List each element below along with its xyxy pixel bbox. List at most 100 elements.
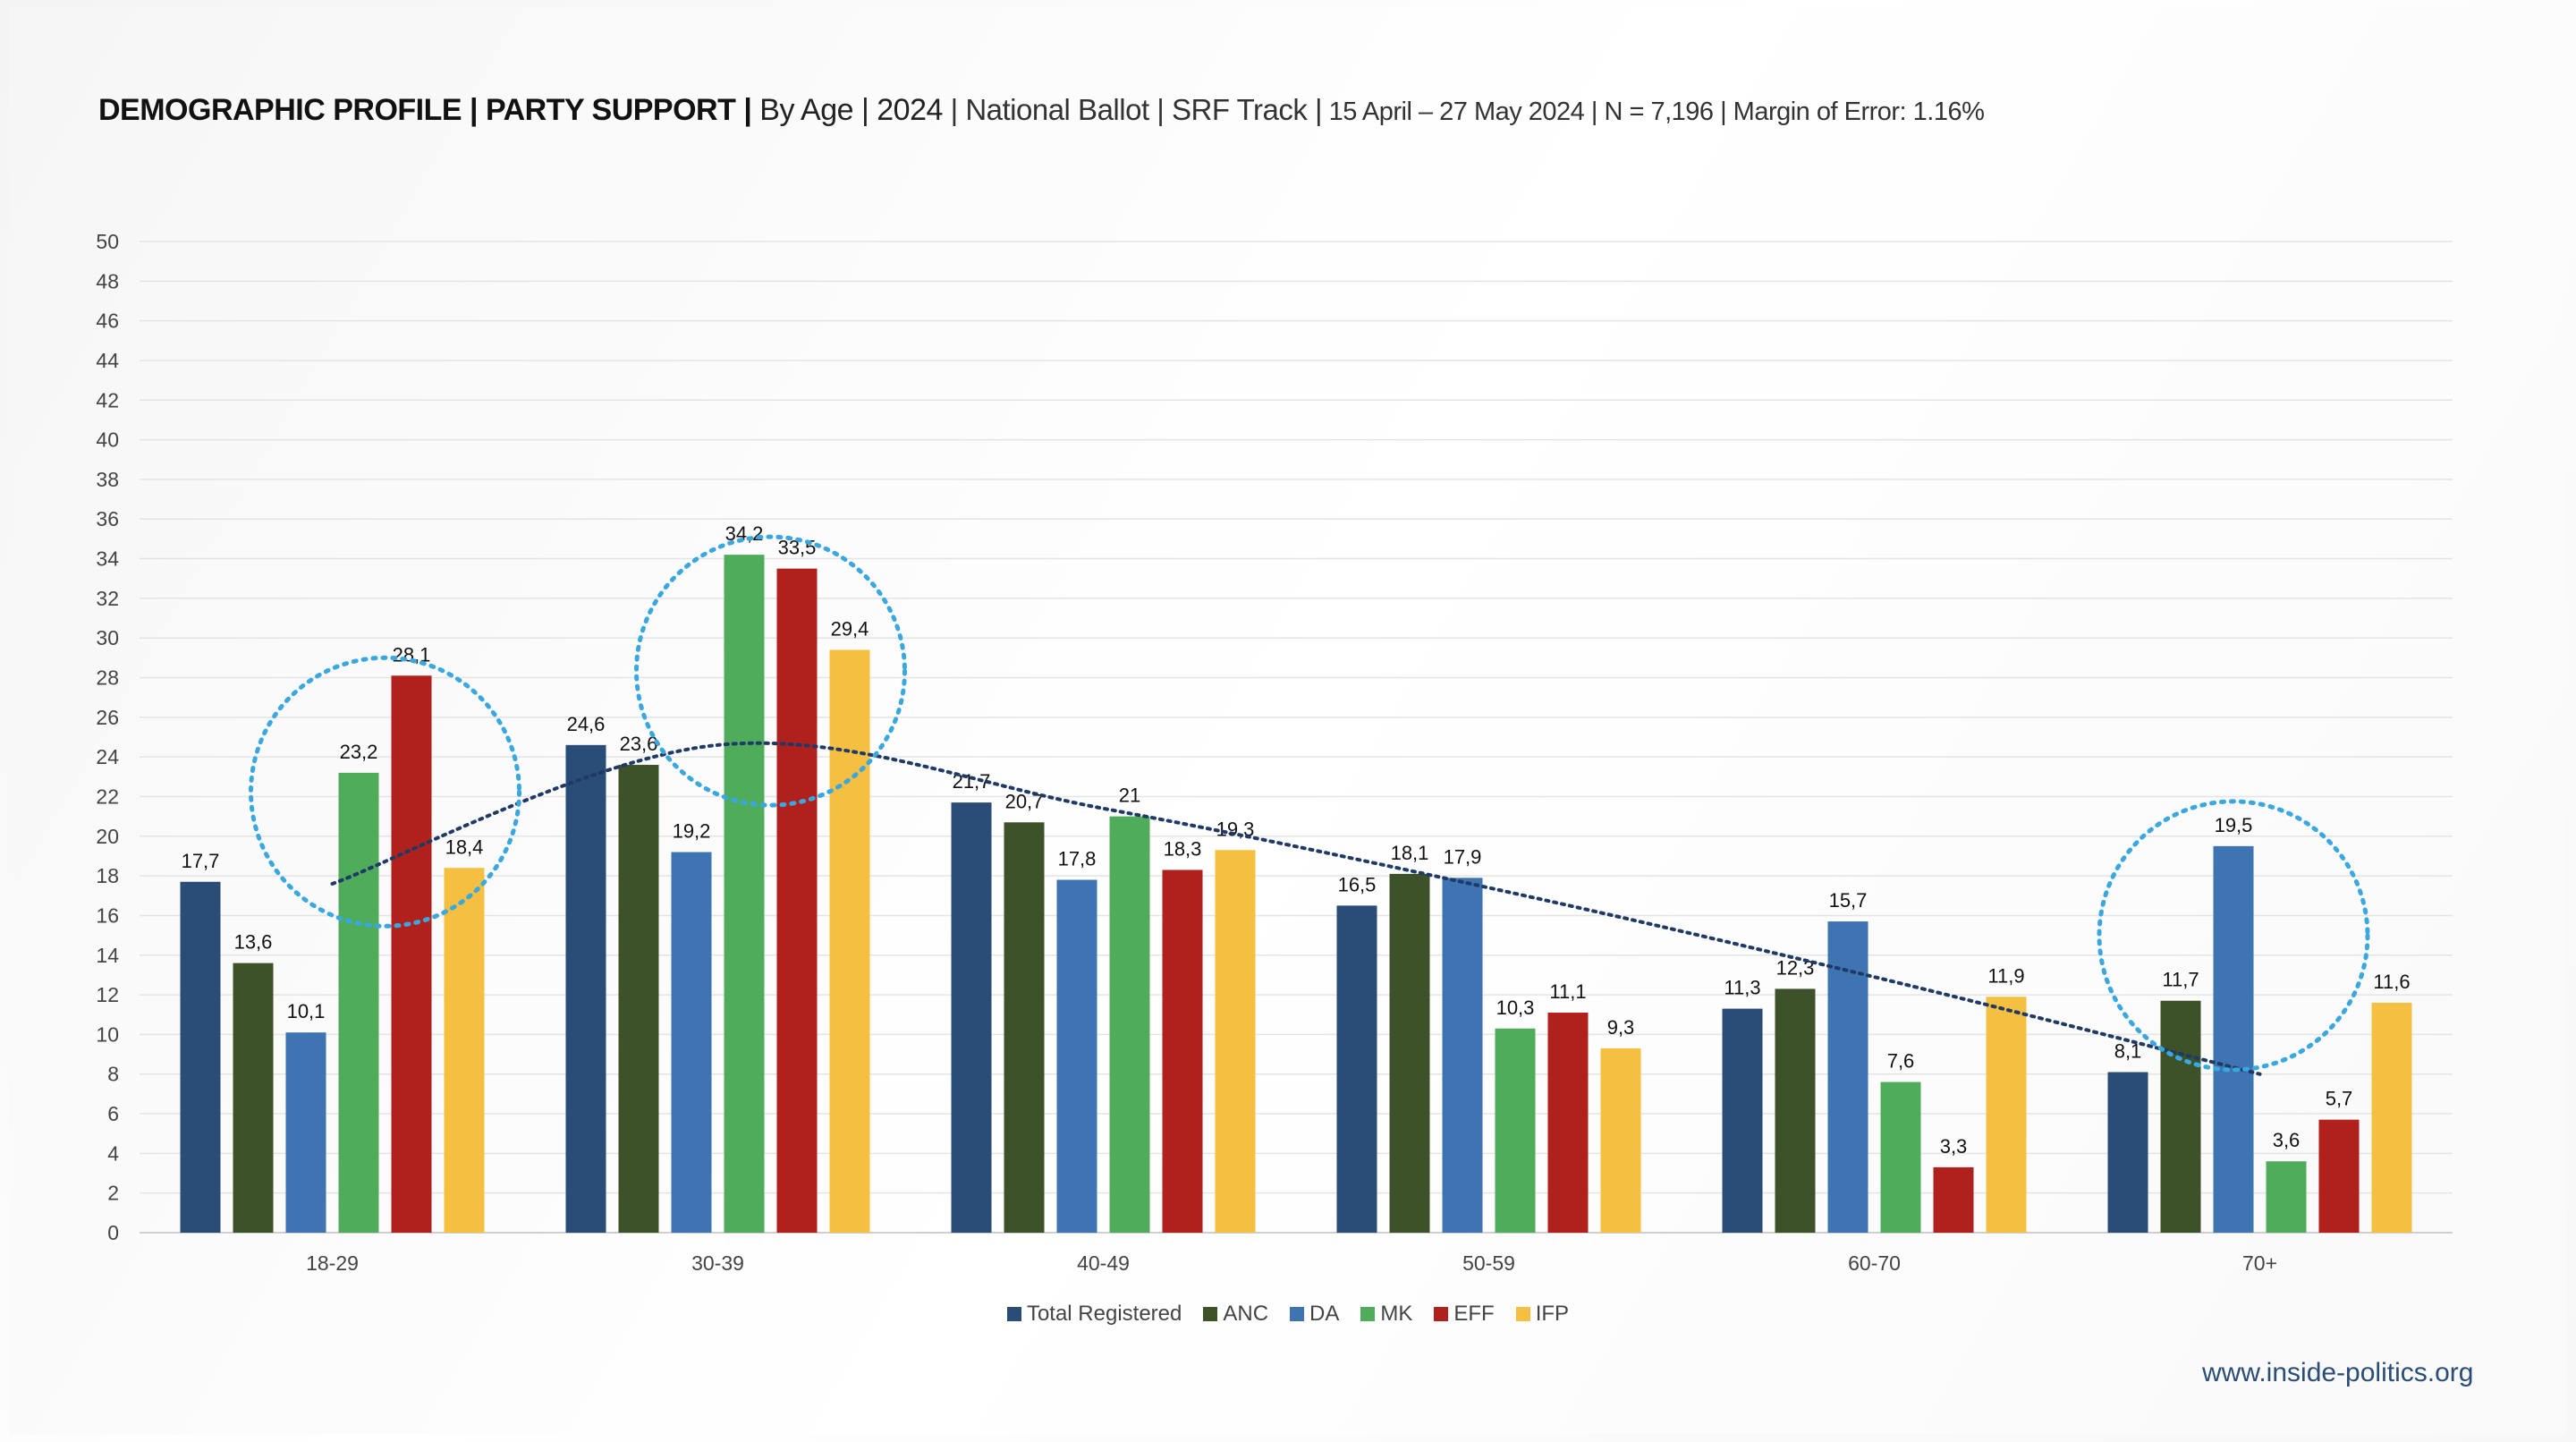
highlight-circles xyxy=(249,534,2370,1073)
y-tick-label: 6 xyxy=(107,1102,119,1125)
trendline-path xyxy=(330,741,2262,1076)
bar-anc xyxy=(2160,1000,2201,1233)
bar-anc xyxy=(233,963,274,1233)
y-tick-label: 12 xyxy=(96,983,119,1006)
data-label: 13,6 xyxy=(234,931,273,954)
y-tick-label: 22 xyxy=(96,785,119,808)
source-url[interactable]: www.inside-politics.org xyxy=(2202,1358,2474,1387)
x-tick-label: 60-70 xyxy=(1848,1251,1901,1275)
data-label: 11,3 xyxy=(1724,977,1760,999)
bar-total-registered xyxy=(1336,905,1377,1233)
data-label: 11,1 xyxy=(1549,980,1586,1003)
x-axis-ticks: 18-29 30-39 40-49 50-59 60-70 70+ xyxy=(306,1251,2277,1275)
bar-mk xyxy=(2266,1161,2307,1233)
y-tick-label: 26 xyxy=(96,706,119,729)
x-tick-label: 40-49 xyxy=(1077,1251,1130,1275)
data-label: 21 xyxy=(1119,785,1140,807)
legend-item: EFF xyxy=(1434,1302,1495,1327)
bars xyxy=(180,555,2412,1233)
legend-item: DA xyxy=(1290,1302,1339,1327)
data-label: 17,8 xyxy=(1058,848,1097,870)
legend-label: EFF xyxy=(1453,1302,1495,1326)
data-label: 11,9 xyxy=(1987,964,2024,987)
chart-title: DEMOGRAPHIC PROFILE | PARTY SUPPORT | By… xyxy=(98,93,1985,128)
data-label: 15,7 xyxy=(1829,889,1868,912)
bar-anc xyxy=(1775,988,1816,1233)
legend-item: Total Registered xyxy=(1006,1302,1182,1327)
data-label: 19,5 xyxy=(2215,814,2253,836)
y-tick-label: 2 xyxy=(107,1182,119,1205)
data-label: 18,3 xyxy=(1164,837,1202,860)
data-label: 5,7 xyxy=(2326,1088,2353,1110)
data-label: 3,3 xyxy=(1940,1135,1968,1158)
bar-da xyxy=(285,1032,326,1233)
bar-ifp xyxy=(1986,997,2027,1233)
title-medium: By Age | 2024 xyxy=(751,93,943,127)
bar-mk xyxy=(338,772,379,1233)
bar-total-registered xyxy=(2107,1072,2148,1233)
y-tick-label: 34 xyxy=(96,547,119,571)
bar-anc xyxy=(1389,873,1430,1233)
y-tick-label: 32 xyxy=(96,587,119,610)
y-tick-label: 38 xyxy=(96,468,119,491)
bar-da xyxy=(1827,921,1868,1233)
bar-ifp xyxy=(444,868,485,1233)
legend-label: ANC xyxy=(1223,1302,1269,1326)
data-label: 3,6 xyxy=(2273,1129,2301,1151)
legend-swatch xyxy=(1290,1307,1305,1321)
y-tick-label: 14 xyxy=(96,944,119,967)
y-tick-label: 36 xyxy=(96,507,119,530)
bar-total-registered xyxy=(1722,1008,1763,1233)
bar-ifp xyxy=(1215,850,1256,1233)
legend-item: MK xyxy=(1360,1302,1412,1327)
y-tick-label: 20 xyxy=(96,825,119,848)
bar-da xyxy=(1056,879,1097,1233)
data-label: 7,6 xyxy=(1887,1050,1915,1073)
bar-anc xyxy=(1004,822,1045,1233)
bar-eff xyxy=(1162,869,1203,1233)
data-label: 9,3 xyxy=(1607,1016,1635,1039)
bar-eff xyxy=(1933,1166,1974,1233)
highlight-circle xyxy=(249,655,521,929)
legend-swatch xyxy=(1434,1307,1449,1321)
bar-total-registered xyxy=(565,744,606,1233)
bar-total-registered xyxy=(180,881,221,1233)
x-tick-label: 30-39 xyxy=(691,1251,744,1275)
y-tick-label: 18 xyxy=(96,864,119,887)
bar-eff xyxy=(391,675,432,1233)
data-label: 29,4 xyxy=(831,617,869,640)
data-label: 17,9 xyxy=(1444,845,1482,868)
data-label: 10,3 xyxy=(1496,997,1535,1019)
y-tick-label: 30 xyxy=(96,626,119,649)
bar-ifp xyxy=(2371,1002,2412,1233)
data-label: 10,1 xyxy=(287,1000,326,1022)
legend-label: Total Registered xyxy=(1026,1302,1182,1326)
data-label: 8,1 xyxy=(2114,1040,2142,1063)
y-tick-label: 28 xyxy=(96,666,119,690)
y-tick-label: 44 xyxy=(96,349,119,372)
data-label: 24,6 xyxy=(567,713,606,735)
bar-da xyxy=(1442,878,1483,1233)
data-label: 19,2 xyxy=(673,820,711,843)
data-label: 18,4 xyxy=(445,836,484,858)
y-tick-label: 24 xyxy=(96,745,119,768)
y-tick-label: 16 xyxy=(96,903,119,927)
highlight-circle xyxy=(634,534,907,808)
bar-mk xyxy=(724,555,765,1233)
y-tick-label: 4 xyxy=(107,1141,119,1165)
bar-da xyxy=(671,852,712,1233)
y-tick-label: 8 xyxy=(107,1063,119,1086)
legend-label: IFP xyxy=(1535,1302,1570,1326)
data-label: 17,7 xyxy=(182,850,220,872)
legend-item: ANC xyxy=(1203,1302,1268,1327)
y-tick-label: 48 xyxy=(96,269,119,293)
legend-swatch xyxy=(1515,1307,1530,1321)
bar-ifp xyxy=(1600,1048,1641,1233)
bar-eff xyxy=(776,568,818,1233)
data-label: 16,5 xyxy=(1338,873,1377,895)
legend-label: DA xyxy=(1309,1302,1340,1326)
legend-swatch xyxy=(1360,1307,1376,1321)
bar-da xyxy=(2213,845,2254,1233)
y-axis-ticks: 0246810121416182022242628303234363840424… xyxy=(96,230,119,1244)
trendline xyxy=(330,741,2262,1076)
